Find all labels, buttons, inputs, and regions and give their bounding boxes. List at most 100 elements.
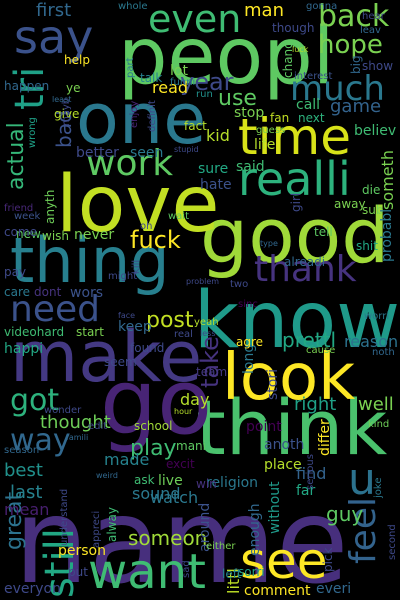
- word: go: [100, 350, 213, 455]
- word: sure: [198, 161, 229, 177]
- word: last: [10, 482, 43, 503]
- word: thought: [40, 412, 111, 433]
- word: win: [196, 477, 217, 491]
- word: worri: [364, 311, 390, 322]
- word: ye: [66, 81, 81, 95]
- word: made: [104, 450, 150, 469]
- word: serious: [305, 454, 316, 490]
- word: whole: [118, 1, 148, 12]
- word: sound: [132, 484, 181, 503]
- word: yeah: [194, 317, 219, 328]
- word: left: [222, 567, 242, 581]
- word: place: [264, 457, 302, 473]
- word: die: [362, 183, 381, 197]
- word: someon: [128, 526, 208, 550]
- word: way: [10, 423, 71, 458]
- word: better: [76, 145, 119, 161]
- word: part: [125, 57, 136, 78]
- word: funni: [170, 77, 196, 88]
- word: comment: [244, 583, 311, 599]
- word: fuck: [130, 226, 181, 254]
- word: person: [58, 543, 106, 559]
- word: new: [16, 227, 41, 241]
- word: two: [230, 279, 249, 290]
- word: weird: [96, 471, 118, 480]
- word: seen: [130, 145, 164, 161]
- word: take: [196, 336, 224, 388]
- word: much: [290, 69, 385, 109]
- word: thank: [254, 249, 357, 290]
- word: love: [56, 160, 220, 250]
- word: season: [4, 445, 40, 456]
- word: lot: [170, 63, 188, 79]
- word: come: [4, 225, 38, 239]
- word: need: [10, 289, 100, 330]
- word: stupid: [174, 145, 199, 154]
- word: guess: [256, 125, 286, 136]
- word: peopl: [118, 12, 335, 102]
- word: kill: [131, 259, 142, 274]
- word: time: [238, 108, 351, 166]
- word: less: [200, 329, 216, 338]
- word: got: [10, 383, 60, 418]
- word: wors: [70, 285, 104, 301]
- word: watch: [150, 488, 199, 507]
- word: second: [387, 524, 398, 560]
- word: edit: [88, 421, 108, 432]
- word: cause: [306, 345, 336, 356]
- word: good: [200, 191, 390, 280]
- word: u: [348, 454, 376, 505]
- word: alreadi: [284, 255, 326, 269]
- word: even: [148, 0, 242, 41]
- word: hope: [318, 30, 383, 60]
- word: joke: [373, 477, 384, 498]
- word: thing: [10, 224, 170, 297]
- word: mean: [4, 500, 50, 519]
- word: alway: [105, 507, 119, 542]
- word: found: [130, 341, 165, 355]
- word: show: [362, 59, 394, 73]
- word: pick: [321, 547, 335, 573]
- word: put: [68, 565, 88, 579]
- word: school: [134, 419, 173, 433]
- word: care: [4, 285, 31, 299]
- word: excit: [166, 457, 195, 471]
- word: noth: [372, 347, 395, 358]
- word: differ: [317, 419, 333, 456]
- word: next: [298, 111, 325, 125]
- word: might: [108, 271, 138, 282]
- word: friend: [4, 203, 34, 214]
- word: understand: [59, 488, 70, 546]
- word: wonder: [44, 405, 82, 416]
- word: least: [52, 95, 72, 104]
- word: team: [196, 365, 228, 379]
- word: enough: [247, 503, 263, 556]
- word: girl: [289, 192, 303, 212]
- word: prettl: [282, 328, 337, 352]
- word: reason: [344, 332, 399, 351]
- word: man: [244, 0, 284, 21]
- word: videohard: [4, 325, 65, 339]
- word: realli: [238, 152, 351, 206]
- word: look: [222, 341, 356, 415]
- word: think: [196, 383, 388, 472]
- word: one: [76, 78, 207, 160]
- word: week: [14, 211, 41, 222]
- word: mani: [176, 439, 206, 453]
- word: wait: [168, 211, 190, 222]
- word: sub: [362, 203, 384, 217]
- word: oh: [140, 221, 153, 232]
- word: face: [118, 311, 136, 320]
- word: anoth: [264, 437, 305, 453]
- word: agre: [236, 335, 264, 349]
- word: hour: [174, 407, 193, 416]
- word: wish: [42, 229, 70, 243]
- word: want: [88, 544, 206, 600]
- word: kid: [206, 126, 230, 145]
- word: see: [240, 532, 328, 590]
- word: seem: [104, 355, 137, 369]
- word: year: [180, 68, 234, 96]
- word: pay: [4, 265, 27, 279]
- word: ask: [134, 473, 155, 487]
- word: say: [14, 10, 94, 64]
